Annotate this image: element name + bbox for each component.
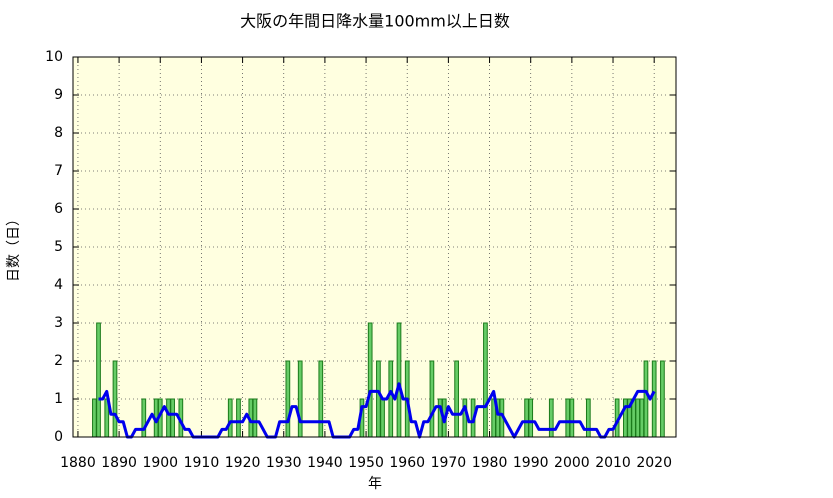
bar xyxy=(112,360,118,438)
bar xyxy=(297,360,303,438)
bar xyxy=(252,398,258,438)
x-tick-label: 1880 xyxy=(60,455,96,471)
x-tick-label: 1970 xyxy=(431,455,467,471)
bar xyxy=(396,322,402,438)
y-tick-label: 5 xyxy=(54,239,63,255)
y-tick-label: 9 xyxy=(54,87,63,103)
bar xyxy=(660,360,665,438)
bar xyxy=(631,398,636,438)
y-tick-label: 7 xyxy=(54,163,63,179)
x-tick-label: 2010 xyxy=(595,455,631,471)
y-tick-label: 3 xyxy=(54,315,63,331)
bar xyxy=(429,360,435,438)
bar xyxy=(166,398,171,438)
y-tick-label: 2 xyxy=(54,353,63,369)
moving-average-line xyxy=(98,382,656,439)
bar xyxy=(585,398,591,438)
bar xyxy=(651,360,657,438)
bar xyxy=(639,398,645,438)
bar xyxy=(569,398,575,438)
x-tick-label: 1920 xyxy=(225,455,261,471)
bar xyxy=(141,398,147,438)
y-tick-label: 0 xyxy=(54,429,63,445)
y-tick-label: 1 xyxy=(54,391,63,407)
x-tick-label: 1950 xyxy=(348,455,384,471)
x-tick-label: 1910 xyxy=(184,455,220,471)
bar xyxy=(380,398,385,438)
chart-title: 大阪の年間日降水量100mm以上日数 xyxy=(240,12,510,31)
y-tick-label: 10 xyxy=(45,49,63,65)
bar xyxy=(437,398,443,438)
x-tick-label: 1940 xyxy=(307,455,343,471)
bar xyxy=(462,398,468,438)
x-tick-label: 1990 xyxy=(513,455,549,471)
bar xyxy=(548,398,554,438)
y-tick-label: 6 xyxy=(54,201,63,217)
bar xyxy=(318,360,324,438)
x-tick-label: 1890 xyxy=(101,455,137,471)
bar xyxy=(367,322,373,438)
x-tick-label: 2020 xyxy=(636,455,672,471)
x-tick-label: 1980 xyxy=(472,455,508,471)
y-axis-title: 日数（日） xyxy=(6,212,22,282)
x-tick-label: 1930 xyxy=(266,455,302,471)
bar xyxy=(643,360,649,438)
bar xyxy=(388,360,394,438)
bar xyxy=(565,398,571,438)
bar xyxy=(227,398,233,438)
bar xyxy=(623,398,628,438)
bar xyxy=(528,398,534,438)
bar xyxy=(635,398,641,438)
bar xyxy=(376,360,381,438)
plot-frame xyxy=(72,56,677,438)
bar xyxy=(483,322,488,438)
bar xyxy=(285,360,291,438)
y-tick-label: 8 xyxy=(54,125,63,141)
x-axis-title: 年 xyxy=(368,476,382,492)
y-tick-label: 4 xyxy=(54,277,63,293)
bar xyxy=(236,398,241,438)
bar xyxy=(92,398,97,438)
bar xyxy=(524,398,529,438)
x-tick-label: 1900 xyxy=(142,455,178,471)
bar xyxy=(96,322,101,438)
bar xyxy=(170,398,175,438)
bar xyxy=(454,360,459,438)
x-tick-label: 1960 xyxy=(389,455,425,471)
x-tick-label: 2000 xyxy=(554,455,590,471)
